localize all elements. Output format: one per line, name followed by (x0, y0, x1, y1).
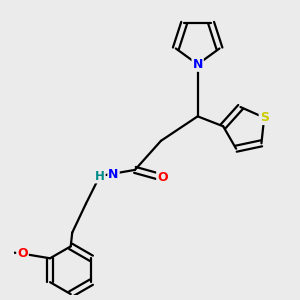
Text: N: N (108, 168, 119, 181)
Text: O: O (157, 171, 168, 184)
Text: H: H (95, 169, 105, 182)
Text: S: S (260, 111, 269, 124)
Text: methoxy: methoxy (0, 250, 1, 251)
Text: O: O (17, 247, 28, 260)
Text: N: N (193, 58, 203, 71)
